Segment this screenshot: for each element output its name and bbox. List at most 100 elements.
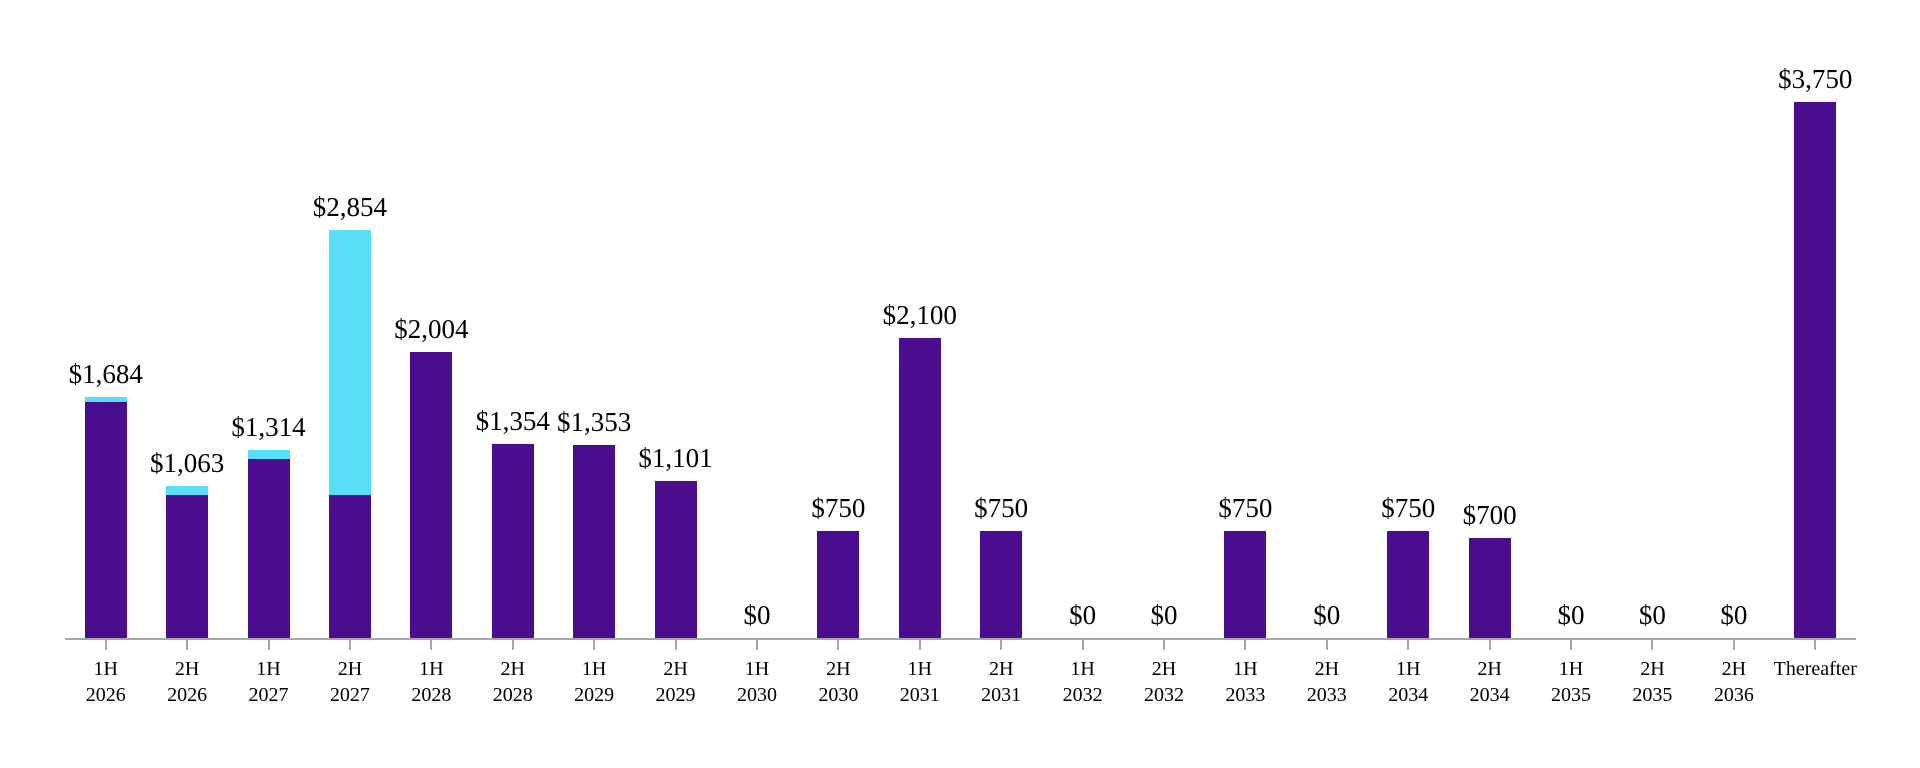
bar-segment-purple xyxy=(1794,102,1837,638)
x-tick xyxy=(674,640,677,650)
bar-segment-purple xyxy=(328,495,371,638)
value-label: $3,750 xyxy=(1778,64,1853,95)
bar xyxy=(328,230,371,638)
bar-slot: $0 xyxy=(1693,0,1774,638)
x-tick-label: 1H 2035 xyxy=(1551,658,1592,706)
x-tick-label: 1H 2026 xyxy=(85,658,126,706)
value-label: $0 xyxy=(1069,600,1097,631)
bar-slot: $1,101 xyxy=(635,0,716,638)
bar xyxy=(491,444,534,638)
bar-slot: $0 xyxy=(1286,0,1367,638)
x-axis-cell: 2H 2034 xyxy=(1449,640,1530,708)
bar-slot: $2,004 xyxy=(391,0,472,638)
x-tick-label: 2H 2032 xyxy=(1143,658,1184,706)
bar-slot: $750 xyxy=(798,0,879,638)
bar-segment-purple xyxy=(410,352,453,638)
x-axis-cell: 2H 2032 xyxy=(1123,640,1204,708)
x-tick-label: 1H 2027 xyxy=(248,658,289,706)
bar-slot: $750 xyxy=(1368,0,1449,638)
x-tick xyxy=(1570,640,1573,650)
bar-segment-cyan xyxy=(247,450,290,459)
bar-segment-purple xyxy=(817,531,860,638)
value-label: $1,314 xyxy=(231,412,306,443)
bar-segment-purple xyxy=(84,402,127,638)
bar-segment-cyan xyxy=(84,397,127,402)
x-tick xyxy=(1325,640,1328,650)
x-tick xyxy=(348,640,351,650)
bar-slot: $2,854 xyxy=(309,0,390,638)
bar-slot: $0 xyxy=(716,0,797,638)
bar-slot: $1,063 xyxy=(146,0,227,638)
bar-slot: $0 xyxy=(1042,0,1123,638)
x-axis-cell: 1H 2031 xyxy=(879,640,960,708)
x-tick xyxy=(267,640,270,650)
x-tick-label: 1H 2031 xyxy=(899,658,940,706)
value-label: $1,354 xyxy=(475,406,550,437)
x-axis-cell: 1H 2027 xyxy=(228,640,309,708)
bar xyxy=(980,531,1023,638)
bar-segment-purple xyxy=(247,459,290,638)
value-label: $0 xyxy=(1720,600,1748,631)
bar-slot: $750 xyxy=(960,0,1041,638)
bar xyxy=(573,445,616,638)
value-label: $750 xyxy=(1381,493,1436,524)
x-tick xyxy=(918,640,921,650)
bar-segment-purple xyxy=(166,495,209,638)
bar xyxy=(1224,531,1267,638)
bar-slot: $3,750 xyxy=(1775,0,1856,638)
x-axis-cell: 1H 2034 xyxy=(1368,640,1449,708)
x-axis-cell: 2H 2036 xyxy=(1693,640,1774,708)
value-label: $0 xyxy=(1150,600,1178,631)
x-tick xyxy=(1651,640,1654,650)
x-tick-label: Thereafter xyxy=(1773,658,1857,680)
x-tick-label: 1H 2032 xyxy=(1062,658,1103,706)
x-tick xyxy=(755,640,758,650)
bar-slot: $0 xyxy=(1530,0,1611,638)
x-axis-cell: Thereafter xyxy=(1773,640,1857,708)
bar-slot: $1,353 xyxy=(553,0,634,638)
x-tick xyxy=(1814,640,1817,650)
bar-slot: $2,100 xyxy=(879,0,960,638)
bar-segment-purple xyxy=(980,531,1023,638)
x-tick-label: 2H 2035 xyxy=(1632,658,1673,706)
x-axis-cell: 2H 2029 xyxy=(635,640,716,708)
x-tick xyxy=(1081,640,1084,650)
x-axis: 1H 2026 2H 2026 1H 2027 2H 2027 1H 2028 2H 202… xyxy=(65,640,1857,708)
x-tick-label: 2H 2036 xyxy=(1713,658,1754,706)
plot-area: $1,684 $1,063 $1,314 $2,854 $2,004 xyxy=(65,0,1856,638)
x-tick xyxy=(1000,640,1003,650)
x-tick-label: 1H 2028 xyxy=(411,658,452,706)
x-tick-label: 2H 2033 xyxy=(1306,658,1347,706)
bar xyxy=(247,450,290,638)
bar xyxy=(84,397,127,638)
value-label: $0 xyxy=(1557,600,1585,631)
bar-segment-purple xyxy=(1468,538,1511,638)
x-axis-cell: 1H 2029 xyxy=(553,640,634,708)
x-tick xyxy=(593,640,596,650)
bar-segment-cyan xyxy=(328,230,371,495)
bar xyxy=(1794,102,1837,638)
x-tick-label: 2H 2026 xyxy=(167,658,208,706)
x-axis-cell: 2H 2030 xyxy=(798,640,879,708)
value-label: $2,100 xyxy=(882,300,957,331)
value-label: $2,854 xyxy=(312,192,388,223)
bar-segment-cyan xyxy=(166,486,209,495)
bar xyxy=(654,481,697,638)
x-tick-label: 1H 2034 xyxy=(1388,658,1429,706)
value-label: $0 xyxy=(1313,600,1341,631)
bar-segment-purple xyxy=(1387,531,1430,638)
x-tick xyxy=(1732,640,1735,650)
bar-slot: $750 xyxy=(1205,0,1286,638)
bar xyxy=(166,486,209,638)
x-tick xyxy=(104,640,107,650)
value-label: $1,063 xyxy=(149,448,225,479)
x-tick-label: 2H 2030 xyxy=(818,658,859,706)
bar-slot: $700 xyxy=(1449,0,1530,638)
bar xyxy=(817,531,860,638)
x-tick xyxy=(430,640,433,650)
bar xyxy=(410,352,453,638)
value-label: $750 xyxy=(811,493,866,524)
value-label: $1,684 xyxy=(68,359,143,390)
bar-segment-purple xyxy=(491,444,534,638)
